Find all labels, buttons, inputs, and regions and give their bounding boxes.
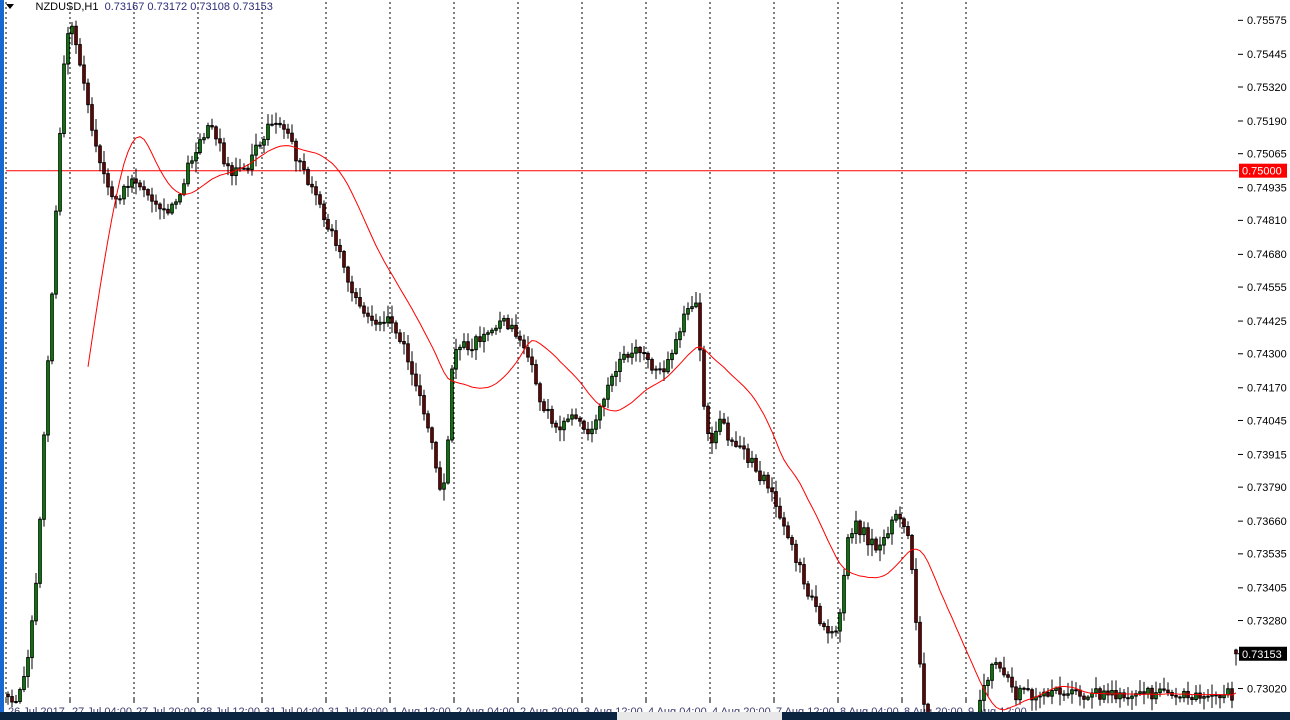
svg-text:0.73405: 0.73405 [1247, 583, 1287, 595]
svg-text:0.74935: 0.74935 [1247, 182, 1287, 194]
svg-text:0.74680: 0.74680 [1247, 249, 1287, 261]
svg-text:0.75065: 0.75065 [1247, 148, 1287, 160]
svg-text:0.73020: 0.73020 [1247, 683, 1287, 695]
svg-text:0.74300: 0.74300 [1247, 349, 1287, 361]
svg-text:0.73915: 0.73915 [1247, 449, 1287, 461]
svg-text:0.75190: 0.75190 [1247, 116, 1287, 128]
svg-text:0.75000: 0.75000 [1242, 166, 1282, 178]
svg-text:0.73535: 0.73535 [1247, 549, 1287, 561]
svg-text:0.73790: 0.73790 [1247, 482, 1287, 494]
svg-text:0.73660: 0.73660 [1247, 516, 1287, 528]
svg-text:0.73153: 0.73153 [1242, 649, 1282, 661]
svg-text:0.75445: 0.75445 [1247, 49, 1287, 61]
svg-text:0.74425: 0.74425 [1247, 316, 1287, 328]
svg-text:0.74045: 0.74045 [1247, 415, 1287, 427]
svg-text:0.75575: 0.75575 [1247, 15, 1287, 27]
svg-text:0.74170: 0.74170 [1247, 383, 1287, 395]
svg-text:0.74555: 0.74555 [1247, 282, 1287, 294]
svg-text:0.74810: 0.74810 [1247, 215, 1287, 227]
svg-text:0.75320: 0.75320 [1247, 82, 1287, 94]
svg-text:0.73280: 0.73280 [1247, 615, 1287, 627]
